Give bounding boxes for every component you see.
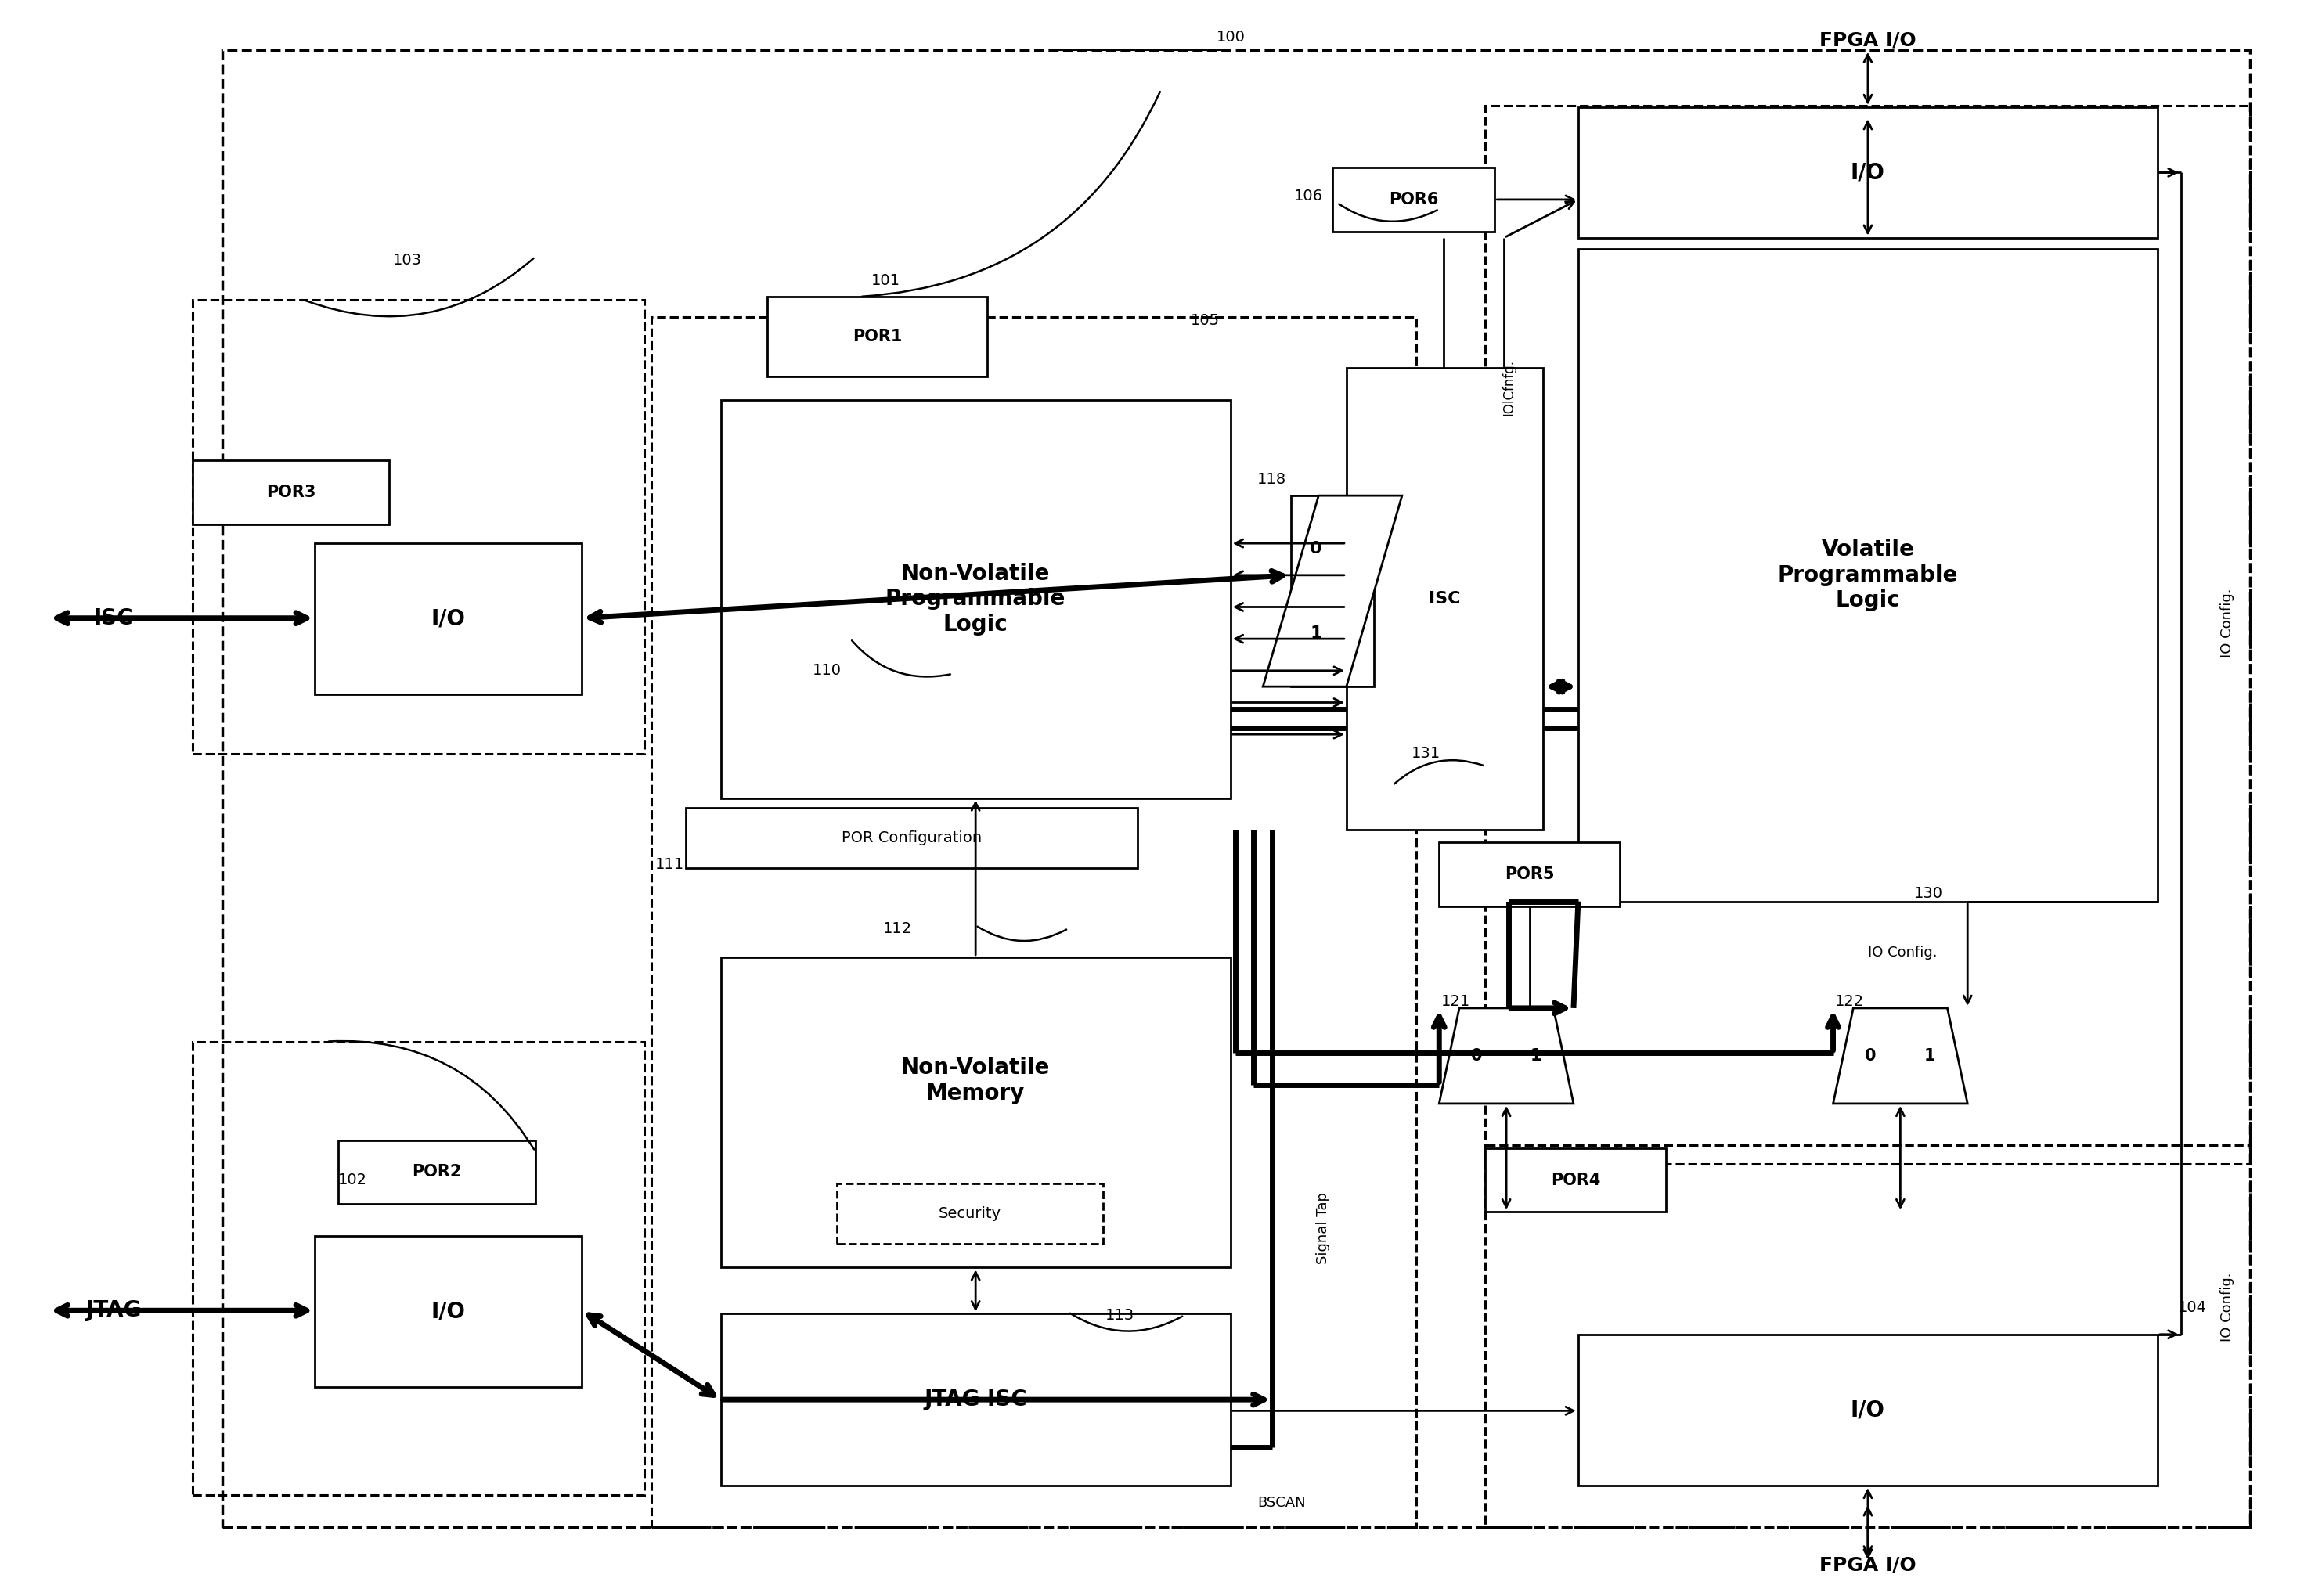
- Text: 131: 131: [1412, 745, 1440, 761]
- Bar: [339, 1140, 536, 1203]
- Text: IO Config.: IO Config.: [1867, 945, 1937, 959]
- Bar: [720, 958, 1231, 1267]
- Text: 105: 105: [1191, 313, 1219, 327]
- Bar: [1347, 369, 1544, 830]
- Text: 1: 1: [1310, 626, 1321, 642]
- Bar: [650, 318, 1416, 1527]
- Text: 130: 130: [1913, 886, 1944, 900]
- Text: 1: 1: [1530, 1049, 1542, 1063]
- Text: 118: 118: [1256, 472, 1286, 487]
- Text: 106: 106: [1293, 188, 1324, 204]
- Text: POR3: POR3: [267, 485, 316, 500]
- Text: 111: 111: [655, 857, 685, 873]
- Text: POR5: POR5: [1505, 867, 1553, 883]
- Bar: [193, 1042, 643, 1495]
- Text: I/O: I/O: [1851, 161, 1885, 184]
- Text: 0: 0: [1865, 1049, 1876, 1063]
- Text: JTAG ISC: JTAG ISC: [924, 1389, 1026, 1411]
- Polygon shape: [1832, 1009, 1967, 1103]
- Text: ISC: ISC: [1428, 591, 1461, 606]
- Bar: [1291, 496, 1375, 686]
- Text: 103: 103: [392, 252, 423, 268]
- Bar: [193, 461, 390, 523]
- Text: BSCAN: BSCAN: [1259, 1495, 1305, 1510]
- Bar: [685, 808, 1138, 868]
- Bar: [1333, 168, 1495, 231]
- Text: JTAG: JTAG: [86, 1299, 142, 1321]
- Text: 122: 122: [1834, 994, 1865, 1009]
- Text: POR Configuration: POR Configuration: [843, 830, 982, 846]
- Text: 100: 100: [1217, 30, 1245, 45]
- Text: FPGA I/O: FPGA I/O: [1820, 30, 1916, 49]
- Text: I/O: I/O: [432, 608, 464, 630]
- Text: IO Config.: IO Config.: [2220, 1272, 2234, 1342]
- Text: Non-Volatile
Memory: Non-Volatile Memory: [901, 1057, 1050, 1104]
- Bar: [1440, 843, 1621, 907]
- Bar: [766, 297, 987, 377]
- Text: ISC: ISC: [93, 606, 132, 629]
- Text: 112: 112: [882, 921, 913, 935]
- Text: POR1: POR1: [852, 329, 901, 345]
- Text: POR4: POR4: [1551, 1171, 1600, 1187]
- Polygon shape: [1263, 496, 1402, 686]
- Bar: [720, 401, 1231, 798]
- Bar: [720, 1314, 1231, 1486]
- Text: I/O: I/O: [1851, 1400, 1885, 1420]
- Text: 0: 0: [1310, 541, 1321, 557]
- Text: 121: 121: [1442, 994, 1470, 1009]
- Text: POR2: POR2: [411, 1163, 462, 1179]
- Text: IOlCfnfg.: IOlCfnfg.: [1502, 359, 1516, 415]
- Bar: [316, 1235, 580, 1387]
- Bar: [836, 1183, 1103, 1243]
- Bar: [1486, 1144, 2250, 1527]
- Text: Security: Security: [938, 1207, 1001, 1221]
- Bar: [193, 300, 643, 753]
- Text: IO Config.: IO Config.: [2220, 589, 2234, 658]
- Text: 101: 101: [871, 273, 901, 289]
- Polygon shape: [1440, 1009, 1574, 1103]
- Text: 113: 113: [1105, 1307, 1135, 1323]
- Text: 104: 104: [2178, 1299, 2206, 1315]
- Bar: [1579, 107, 2157, 238]
- Bar: [223, 49, 2250, 1527]
- Bar: [1486, 1148, 1667, 1211]
- Text: POR6: POR6: [1389, 192, 1437, 207]
- Text: 110: 110: [813, 664, 843, 678]
- Bar: [1486, 105, 2250, 1163]
- Text: Volatile
Programmable
Logic: Volatile Programmable Logic: [1779, 539, 1957, 611]
- Text: 0: 0: [1472, 1049, 1481, 1063]
- Text: 102: 102: [339, 1173, 367, 1187]
- Bar: [1579, 249, 2157, 902]
- Text: I/O: I/O: [432, 1301, 464, 1321]
- Text: Signal Tap: Signal Tap: [1317, 1192, 1331, 1264]
- Bar: [1579, 1334, 2157, 1486]
- Text: FPGA I/O: FPGA I/O: [1820, 1556, 1916, 1575]
- Text: 1: 1: [1925, 1049, 1937, 1063]
- Bar: [316, 543, 580, 694]
- Text: Non-Volatile
Programmable
Logic: Non-Volatile Programmable Logic: [885, 563, 1066, 635]
